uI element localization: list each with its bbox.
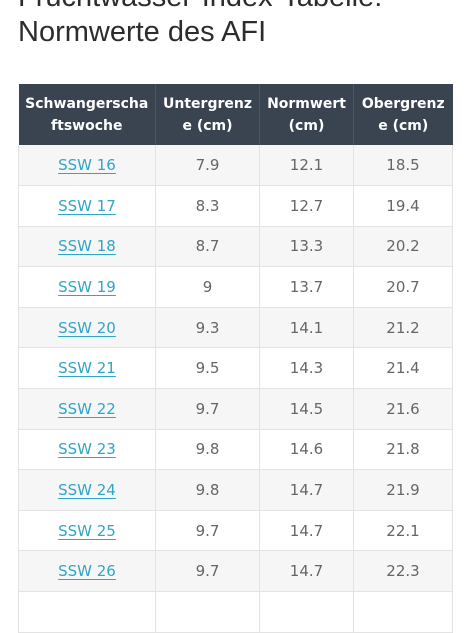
page-title-line-2: Normwerte des AFI <box>18 16 267 48</box>
cell-lower: 9.7 <box>155 510 260 552</box>
week-link[interactable]: SSW 24 <box>58 481 116 500</box>
cell-week <box>18 591 156 633</box>
table-row: SSW 25 9.7 14.7 22.1 <box>18 510 453 552</box>
week-link[interactable]: SSW 17 <box>58 196 116 215</box>
cell-upper: 22.3 <box>353 550 453 593</box>
cell-lower: 9.7 <box>155 550 260 593</box>
cell-upper: 21.4 <box>353 347 453 390</box>
week-link[interactable]: SSW 20 <box>58 318 116 337</box>
week-link[interactable]: SSW 26 <box>58 562 116 581</box>
cell-lower: 9.8 <box>155 469 260 511</box>
cell-week: SSW 18 <box>18 226 156 268</box>
table-row: SSW 26 9.7 14.7 22.3 <box>18 550 453 593</box>
cell-normal: 14.7 <box>259 550 354 593</box>
cell-normal: 14.6 <box>259 429 354 471</box>
cell-upper: 21.9 <box>353 469 453 511</box>
cell-normal: 14.5 <box>259 388 354 430</box>
cell-week: SSW 16 <box>18 145 156 187</box>
cell-week: SSW 20 <box>18 307 156 349</box>
cell-upper: 21.6 <box>353 388 453 430</box>
cell-week: SSW 24 <box>18 469 156 511</box>
cell-normal: 13.3 <box>259 226 354 268</box>
cell-normal: 12.7 <box>259 185 354 227</box>
cell-lower: 8.7 <box>155 226 260 268</box>
cell-normal: 14.3 <box>259 347 354 390</box>
afi-table-container: Schwangerschaftswoche Untergrenze (cm) N… <box>18 84 453 633</box>
cell-upper: 20.7 <box>353 266 453 308</box>
cell-week: SSW 23 <box>18 429 156 471</box>
week-link[interactable]: SSW 22 <box>58 399 116 418</box>
table-row <box>18 591 453 633</box>
week-link[interactable]: SSW 21 <box>58 359 116 378</box>
table-row: SSW 23 9.8 14.6 21.8 <box>18 429 453 471</box>
cell-lower: 9 <box>155 266 260 308</box>
cell-normal: 13.7 <box>259 266 354 308</box>
column-header-week: Schwangerschaftswoche <box>18 84 156 145</box>
column-header-normal: Normwert (cm) <box>259 84 354 145</box>
week-link[interactable]: SSW 18 <box>58 237 116 256</box>
cell-lower: 7.9 <box>155 145 260 187</box>
page-title: Fruchtwasser-Index-Tabelle: Normwerte de… <box>18 0 458 50</box>
cell-week: SSW 21 <box>18 347 156 390</box>
page-title-line-1: Fruchtwasser-Index-Tabelle: <box>18 0 458 15</box>
cell-normal: 14.7 <box>259 510 354 552</box>
cell-lower: 9.3 <box>155 307 260 349</box>
cell-upper: 21.2 <box>353 307 453 349</box>
table-row: SSW 16 7.9 12.1 18.5 <box>18 145 453 187</box>
week-link[interactable]: SSW 19 <box>58 278 116 297</box>
table-row: SSW 24 9.8 14.7 21.9 <box>18 469 453 511</box>
cell-normal: 14.1 <box>259 307 354 349</box>
table-row: SSW 18 8.7 13.3 20.2 <box>18 226 453 268</box>
cell-week: SSW 25 <box>18 510 156 552</box>
table-row: SSW 17 8.3 12.7 19.4 <box>18 185 453 227</box>
cell-week: SSW 26 <box>18 550 156 593</box>
table-header-row: Schwangerschaftswoche Untergrenze (cm) N… <box>18 84 453 145</box>
cell-upper: 18.5 <box>353 145 453 187</box>
cell-lower: 9.8 <box>155 429 260 471</box>
column-header-lower: Untergrenze (cm) <box>155 84 260 145</box>
cell-lower: 9.5 <box>155 347 260 390</box>
cell-normal: 12.1 <box>259 145 354 187</box>
cell-week: SSW 22 <box>18 388 156 430</box>
cell-upper: 19.4 <box>353 185 453 227</box>
table-row: SSW 22 9.7 14.5 21.6 <box>18 388 453 430</box>
week-link[interactable]: SSW 25 <box>58 521 116 540</box>
afi-table: Schwangerschaftswoche Untergrenze (cm) N… <box>18 84 453 633</box>
table-body: SSW 16 7.9 12.1 18.5 SSW 17 8.3 12.7 19.4 SSW 18… <box>18 145 453 633</box>
week-link[interactable]: SSW 23 <box>58 440 116 459</box>
column-header-upper: Obergrenze (cm) <box>353 84 453 145</box>
cell-upper <box>353 591 453 633</box>
week-link[interactable]: SSW 16 <box>58 156 116 175</box>
cell-upper: 21.8 <box>353 429 453 471</box>
cell-upper: 22.1 <box>353 510 453 552</box>
table-row: SSW 20 9.3 14.1 21.2 <box>18 307 453 349</box>
table-header: Schwangerschaftswoche Untergrenze (cm) N… <box>18 84 453 145</box>
table-row: SSW 19 9 13.7 20.7 <box>18 266 453 308</box>
cell-week: SSW 19 <box>18 266 156 308</box>
cell-lower <box>155 591 260 633</box>
cell-normal: 14.7 <box>259 469 354 511</box>
cell-upper: 20.2 <box>353 226 453 268</box>
cell-lower: 9.7 <box>155 388 260 430</box>
cell-normal <box>259 591 354 633</box>
cell-lower: 8.3 <box>155 185 260 227</box>
table-row: SSW 21 9.5 14.3 21.4 <box>18 347 453 390</box>
cell-week: SSW 17 <box>18 185 156 227</box>
